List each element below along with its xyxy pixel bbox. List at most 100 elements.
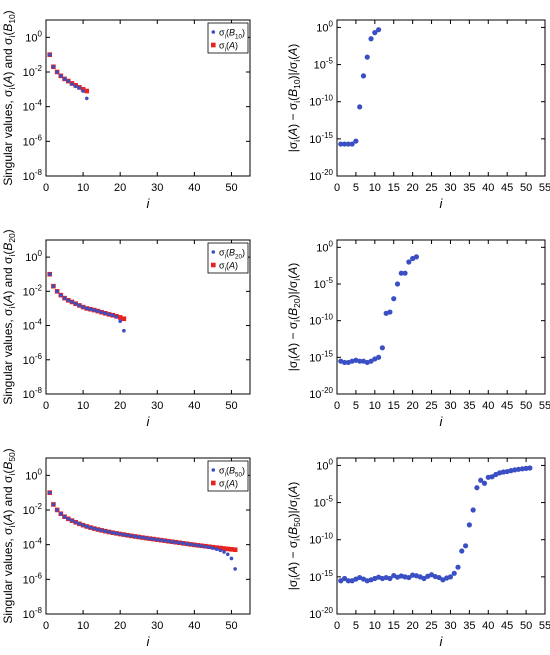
- data-point-dot: [345, 578, 351, 584]
- data-point-dot: [462, 543, 469, 549]
- x-tick-label: 45: [501, 182, 513, 194]
- y-tick-label: 10-15: [309, 569, 333, 584]
- sigma-symbol: σ: [286, 141, 300, 149]
- plot-frame: [336, 19, 546, 177]
- data-point-dot: [96, 527, 100, 532]
- x-tick-label: 25: [425, 182, 437, 194]
- data-point-dot: [379, 345, 385, 351]
- legend-box: [207, 22, 249, 54]
- sigma-symbol: σ: [219, 479, 225, 489]
- chart-panel-6: 0 5 10 15 20 25 30 35 40 45 50 5510-2010-1510-1010-…: [286, 457, 550, 649]
- matrix-subscript: 20: [292, 298, 302, 308]
- y-tick-label: 10-8: [23, 386, 43, 401]
- x-axis-label: i: [440, 414, 444, 429]
- paren-open: (: [286, 355, 300, 359]
- y-tick-label: 10-10: [309, 313, 333, 328]
- y-axis-label: |σi(A) − σi(B20)|/σi(A): [286, 263, 302, 371]
- paren-open: (: [1, 84, 15, 88]
- matrix-name: A: [286, 486, 300, 495]
- data-point-dot: [55, 289, 59, 294]
- tick-exponent: -4: [35, 537, 43, 546]
- legend-box: [207, 460, 249, 492]
- x-tick-label: 0: [43, 182, 49, 194]
- tick-base: 10: [23, 136, 35, 148]
- paren-open: (: [1, 522, 15, 526]
- x-tick-label: 30: [444, 400, 456, 412]
- x-tick-label: 10: [369, 182, 381, 194]
- y-tick-label: 10-10: [309, 94, 333, 109]
- sigma-symbol: σ: [1, 256, 15, 264]
- x-tick-label: 35: [463, 620, 475, 632]
- data-point-dot: [372, 30, 378, 36]
- x-tick-label: 20: [114, 620, 126, 632]
- data-point-dot: [474, 485, 480, 491]
- paren-open: (: [286, 136, 300, 140]
- tick-exponent: -10: [321, 94, 333, 103]
- data-point-dot: [478, 477, 484, 483]
- data-point-dot: [66, 517, 71, 521]
- y-tick-label: 10-20: [309, 168, 333, 183]
- plot-frame: [45, 19, 251, 177]
- data-point-dot: [118, 532, 122, 536]
- subscript-i: i: [225, 267, 226, 274]
- y-tick-label: 10-6: [23, 571, 43, 586]
- tick-exponent: -4: [35, 99, 43, 108]
- data-point-dot: [391, 296, 397, 302]
- data-point-dot: [203, 544, 208, 549]
- data-point-dot: [85, 524, 89, 529]
- legend-marker-dot: [211, 468, 216, 472]
- paren-close: ): [1, 72, 15, 76]
- x-tick-label: 25: [425, 620, 437, 632]
- paren-open: (: [226, 466, 229, 476]
- tick-base: 10: [309, 535, 321, 547]
- legend-marker-square: [211, 42, 216, 48]
- y-tick-label: 10-2: [23, 502, 43, 517]
- tick-exponent: 0: [38, 467, 43, 476]
- tick-base: 10: [23, 609, 35, 621]
- x-tick-label: 10: [77, 620, 89, 632]
- tick-base: 10: [316, 22, 328, 34]
- paren-open: (: [286, 494, 300, 498]
- data-point-dot: [523, 465, 529, 471]
- data-point-dot: [73, 301, 78, 306]
- paren-close: ): [286, 44, 300, 48]
- data-point-dot: [368, 36, 374, 42]
- data-point-dot: [341, 575, 348, 582]
- subscript-i: i: [7, 88, 17, 90]
- y-tick-label: 10-20: [309, 606, 333, 621]
- paren-close: ): [286, 76, 300, 80]
- x-tick-label: 50: [520, 620, 532, 632]
- x-tick-label: 35: [463, 400, 475, 412]
- paren-close: ): [1, 229, 15, 233]
- label-text: Singular values,: [1, 316, 15, 405]
- y-axis-label: |σi(A) − σi(B10)|/σi(A): [286, 44, 302, 152]
- data-point-dot: [421, 575, 427, 582]
- data-point-square: [218, 545, 223, 551]
- x-tick-label: 10: [77, 182, 89, 194]
- subscript-i: i: [292, 498, 302, 500]
- chart-panel-3: 0 10 20 30 40 5010-810-610-410-2100iSingular …: [1, 229, 251, 429]
- data-point-dot: [387, 309, 393, 315]
- legend-box: [207, 242, 249, 274]
- matrix-name: B: [229, 28, 235, 38]
- paren-close: ): [1, 291, 15, 295]
- tick-base: 10: [314, 279, 326, 291]
- tick-base: 10: [309, 572, 321, 584]
- paren-close: ): [286, 295, 300, 299]
- data-point-dot: [222, 550, 226, 554]
- data-point-dot: [174, 540, 178, 545]
- data-point-dot: [92, 308, 97, 312]
- matrix-subscript: 10: [235, 34, 243, 41]
- tick-exponent: -20: [321, 168, 333, 177]
- tick-exponent: -5: [326, 57, 334, 66]
- tick-base: 10: [25, 470, 37, 482]
- x-tick-label: 10: [77, 400, 89, 412]
- legend-label: σi(A): [219, 479, 238, 492]
- legend-marker-dot: [211, 250, 216, 254]
- y-tick-label: 10-8: [23, 606, 43, 621]
- data-point-dot: [211, 546, 215, 550]
- y-tick-label: 10-20: [309, 386, 333, 401]
- x-tick-label: 30: [151, 400, 163, 412]
